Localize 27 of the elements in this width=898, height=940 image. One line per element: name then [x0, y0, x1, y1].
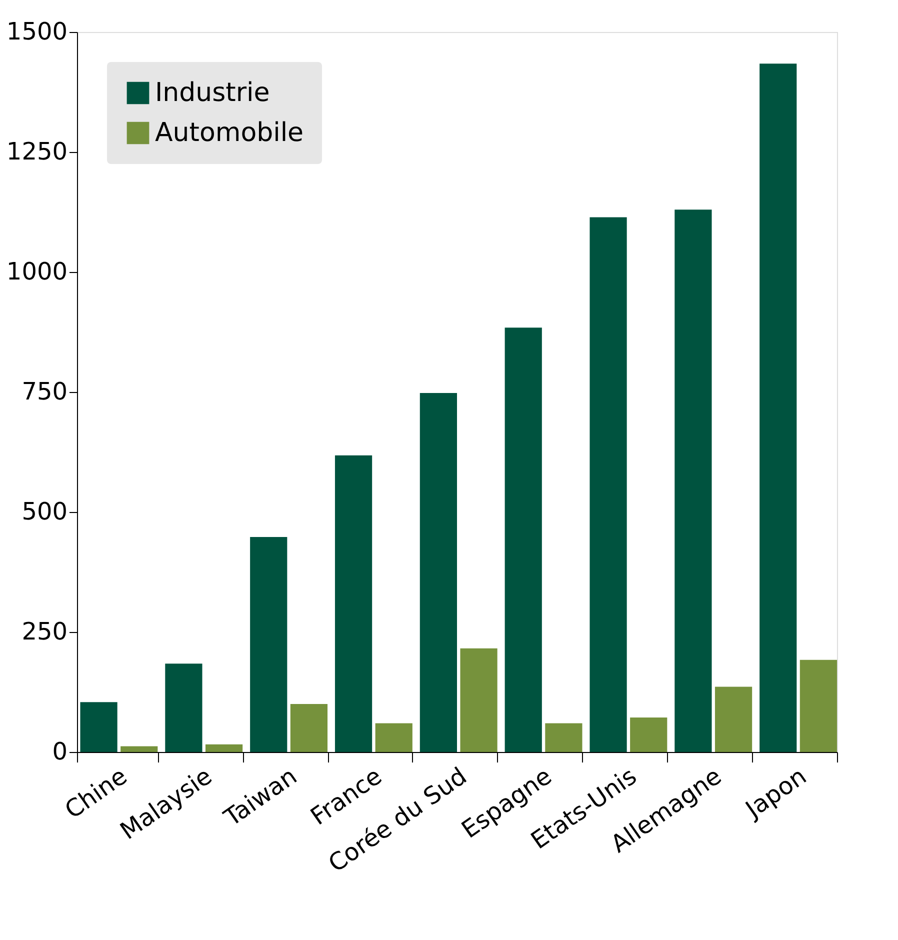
- bar: [630, 717, 668, 752]
- bar: [334, 455, 372, 752]
- y-tick-label: 1250: [6, 138, 68, 166]
- legend-label: Industrie: [155, 78, 270, 108]
- bar: [80, 702, 118, 752]
- bar: [545, 723, 582, 752]
- bar: [420, 392, 457, 752]
- bar: [250, 536, 288, 752]
- bar: [375, 723, 412, 752]
- bar: [714, 686, 752, 752]
- y-tick-label: 1500: [6, 18, 68, 46]
- y-tick-label: 500: [22, 498, 68, 526]
- bar: [760, 64, 797, 752]
- bar: [504, 328, 542, 752]
- bar: [800, 660, 837, 752]
- y-tick-label: 250: [22, 618, 68, 646]
- bar: [460, 648, 498, 752]
- legend-label: Automobile: [155, 118, 304, 148]
- bar: [290, 704, 328, 752]
- y-tick-label: 1000: [6, 258, 68, 286]
- bar: [205, 744, 243, 752]
- y-tick-label: 0: [52, 738, 68, 766]
- y-tick-label: 750: [22, 378, 68, 406]
- bar: [120, 746, 158, 752]
- bar: [165, 664, 202, 752]
- bar: [590, 217, 627, 752]
- bar: [674, 210, 712, 752]
